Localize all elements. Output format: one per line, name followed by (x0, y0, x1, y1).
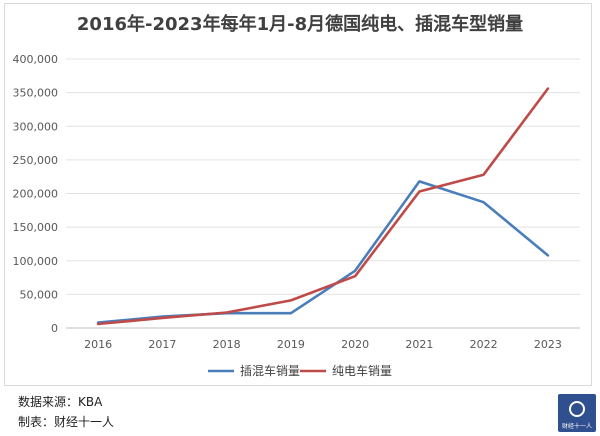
x-tick-label: 2020 (341, 338, 369, 351)
x-tick-label: 2016 (84, 338, 112, 351)
x-tick-label: 2023 (534, 338, 562, 351)
gridlines (66, 58, 580, 329)
brand-logo: 财经十一人 (558, 394, 596, 432)
x-tick-label: 2021 (405, 338, 433, 351)
x-axis-ticks: 2016 2017 2018 2019 2020 2021 2022 2023 (84, 338, 562, 351)
series-line-0 (96, 180, 550, 324)
series-lines (96, 87, 550, 326)
x-tick-label: 2019 (277, 338, 305, 351)
data-source: 数据来源：KBA (18, 395, 103, 409)
legend-label: 纯电车销量 (332, 363, 392, 378)
x-tick-label: 2017 (148, 338, 176, 351)
y-tick-label: 150,000 (13, 221, 59, 234)
y-tick-label: 250,000 (13, 154, 59, 167)
table-maker: 制表：财经十一人 (18, 415, 115, 429)
chart-title: 2016年-2023年每年1月-8月德国纯电、插混车型销量 (76, 14, 524, 35)
y-tick-label: 200,000 (13, 188, 59, 201)
x-tick-label: 2022 (470, 338, 498, 351)
series-line-1 (96, 87, 550, 326)
x-tick-label: 2018 (213, 338, 241, 351)
y-axis-ticks: 0 50,000 100,000 150,000 200,000 250,000 300,0… (13, 53, 59, 335)
globe-icon (569, 401, 585, 417)
y-tick-label: 0 (51, 322, 58, 335)
y-tick-label: 50,000 (20, 288, 59, 301)
legend-label: 插混车销量 (240, 363, 300, 378)
y-tick-label: 100,000 (13, 255, 59, 268)
y-tick-label: 400,000 (13, 53, 59, 66)
logo-text: 财经十一人 (561, 423, 592, 430)
y-tick-label: 350,000 (13, 87, 59, 100)
y-tick-label: 300,000 (13, 120, 59, 133)
legend: 插混车销量 纯电车销量 (208, 363, 392, 378)
